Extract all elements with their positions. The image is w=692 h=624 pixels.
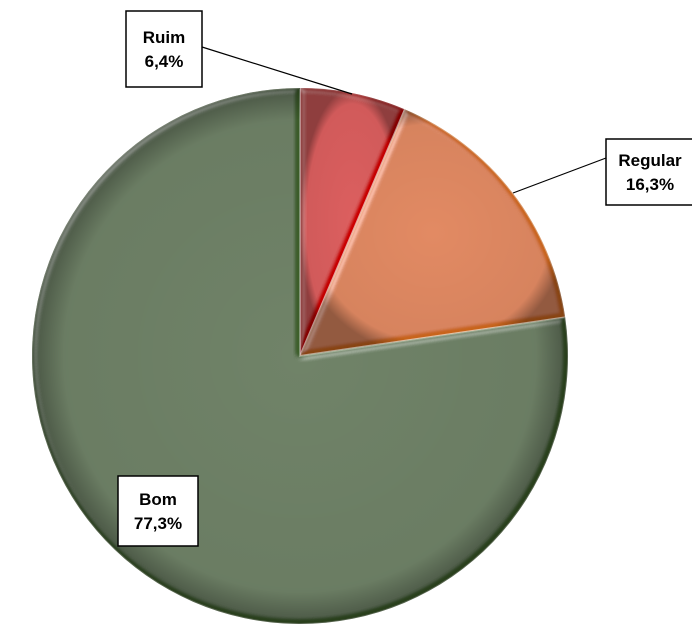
pie-slice-ruim-shading xyxy=(300,88,405,356)
data-label-name: Bom xyxy=(139,490,177,509)
leader-line-ruim xyxy=(201,46,353,95)
data-label-value: 16,3% xyxy=(626,175,674,194)
data-label-name: Ruim xyxy=(143,28,186,47)
data-labels: Ruim 6,4% Regular 16,3% Bom 77,3% xyxy=(117,10,692,547)
data-label-box xyxy=(125,10,203,88)
pie-slices xyxy=(31,86,569,624)
leader-lines xyxy=(201,46,607,194)
data-label-bom: Bom 77,3% xyxy=(117,475,199,547)
data-label-regular: Regular 16,3% xyxy=(605,138,692,206)
pie-slice-regular-shading xyxy=(300,109,566,356)
pie-slice-regular xyxy=(298,108,567,358)
data-label-name: Regular xyxy=(618,151,682,170)
leader-line-regular xyxy=(512,157,607,194)
data-label-ruim: Ruim 6,4% xyxy=(125,10,203,88)
data-label-value: 77,3% xyxy=(134,514,182,533)
data-label-box xyxy=(605,138,692,206)
data-label-box xyxy=(117,475,199,547)
data-label-value: 6,4% xyxy=(145,52,184,71)
